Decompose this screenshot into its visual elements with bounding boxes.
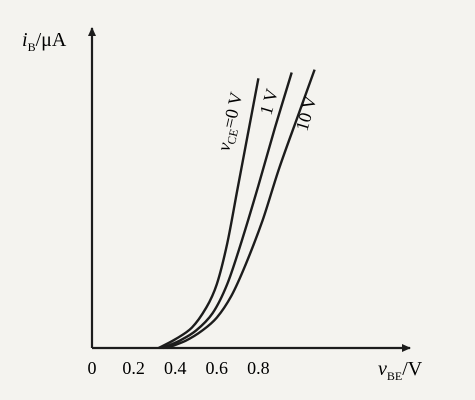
x-axis-label-sub: BE — [387, 369, 402, 383]
x-tick-label: 0.6 — [206, 358, 229, 378]
series-label-0: vCE=0 V — [213, 90, 249, 153]
x-axis-label-var: v — [378, 358, 387, 380]
series-label-2: 10 V — [292, 94, 321, 133]
series-label-0-sub: CE — [224, 128, 241, 146]
x-axis-label-unit: /V — [402, 358, 423, 380]
y-axis-label: iB/μA — [22, 29, 67, 54]
series-label-2-rest: 10 V — [292, 94, 321, 133]
x-tick-label: 0.8 — [247, 358, 270, 378]
x-tick-labels: 0 0.2 0.4 0.6 0.8 — [88, 358, 270, 378]
series-label-1-rest: 1 V — [256, 86, 282, 117]
x-tick-label: 0 — [88, 358, 97, 378]
y-axis-label-var: i — [22, 29, 28, 51]
series-line-2 — [166, 69, 316, 350]
series-curves — [158, 69, 316, 350]
x-axis-label: vBE/V — [378, 358, 423, 383]
y-axis-label-unit: /μA — [36, 29, 67, 51]
y-axis-label-sub: B — [28, 40, 36, 54]
x-tick-label: 0.2 — [122, 358, 145, 378]
series-label-0-rest: =0 V — [219, 90, 247, 130]
series-label-1: 1 V — [256, 86, 282, 117]
series-line-0 — [158, 78, 260, 350]
series-line-1 — [162, 72, 293, 350]
x-tick-label: 0.4 — [164, 358, 187, 378]
